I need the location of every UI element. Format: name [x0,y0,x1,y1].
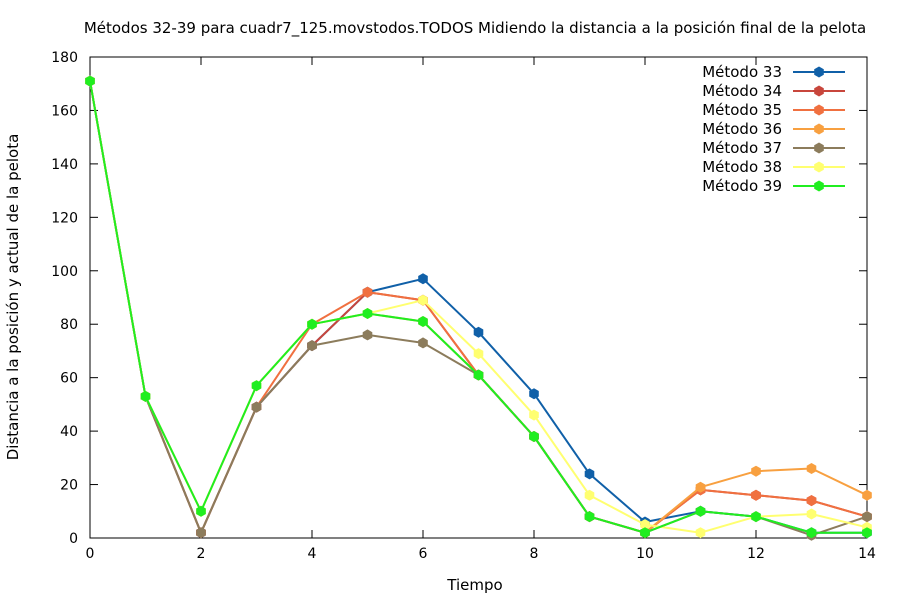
data-point [751,511,761,523]
data-point [806,508,817,520]
y-tick-label: 40 [60,424,78,440]
data-point [307,318,317,330]
y-tick-label: 0 [69,531,78,547]
y-tick-label: 100 [51,264,78,280]
data-point [140,390,151,402]
legend-marker [814,142,824,154]
legend-label: Método 35 [702,101,782,119]
legend-label: Método 34 [702,82,782,100]
data-point [751,489,761,501]
data-point [473,348,484,360]
y-axis: 0 20 40 60 80 100 120 140 160 180 [51,50,867,547]
legend-label: Método 39 [702,177,782,195]
legend-marker [814,180,824,192]
x-axis-label: Tiempo [446,576,502,594]
chart-title: Métodos 32-39 para cuadr7_125.movstodos.… [84,19,866,38]
x-tick-label: 10 [636,546,654,562]
data-point [695,527,706,539]
series-layer [85,75,872,541]
x-tick-label: 2 [197,546,206,562]
y-tick-label: 60 [60,371,78,387]
legend-marker [814,123,824,135]
data-point [529,409,539,421]
data-point [473,369,484,381]
legend-label: Método 37 [702,139,782,157]
y-tick-label: 20 [60,478,78,494]
data-point [806,463,817,474]
plot-frame [89,56,868,539]
x-tick-label: 4 [308,546,317,562]
data-point [251,401,262,413]
x-tick-label: 0 [86,546,95,562]
data-point [529,388,539,400]
legend-label: Método 33 [702,63,782,81]
data-point [640,519,650,531]
y-tick-label: 160 [51,103,78,119]
legend-marker [814,66,824,78]
data-point [695,505,706,517]
x-tick-label: 8 [530,546,539,562]
data-point [695,481,706,493]
data-point [584,489,595,501]
y-tick-label: 80 [60,317,78,333]
y-tick-label: 140 [51,157,78,173]
series-7 [85,75,872,539]
x-tick-label: 6 [419,546,428,562]
data-point [362,308,373,319]
legend-label: Método 36 [702,120,782,138]
legend-label: Método 38 [702,158,782,176]
data-point [640,527,650,539]
data-point [473,326,484,338]
x-tick-label: 12 [747,546,765,562]
data-point [418,273,428,285]
data-point [85,75,95,87]
y-axis-label: Distancia a la posición y actual de la p… [4,134,22,461]
data-point [418,316,428,327]
x-axis: 0 2 4 6 8 10 12 14 [86,57,876,562]
data-point [862,511,872,523]
legend-marker [814,85,824,97]
data-point [806,495,817,507]
legend-marker [814,104,824,116]
data-point [307,340,317,352]
data-point [529,431,539,442]
data-point [584,468,595,480]
data-point [751,465,761,477]
x-tick-label: 14 [858,546,876,562]
data-point [418,294,428,306]
data-point [251,380,262,392]
y-tick-label: 120 [51,210,78,226]
data-point [362,286,373,298]
data-point [862,489,872,501]
legend-marker [814,161,824,173]
y-tick-label: 180 [51,50,78,66]
data-point [862,527,872,539]
data-point [196,527,206,539]
data-point [418,337,428,349]
data-point [362,329,373,341]
data-point [584,511,595,523]
data-point [806,527,817,539]
data-point [196,505,206,517]
